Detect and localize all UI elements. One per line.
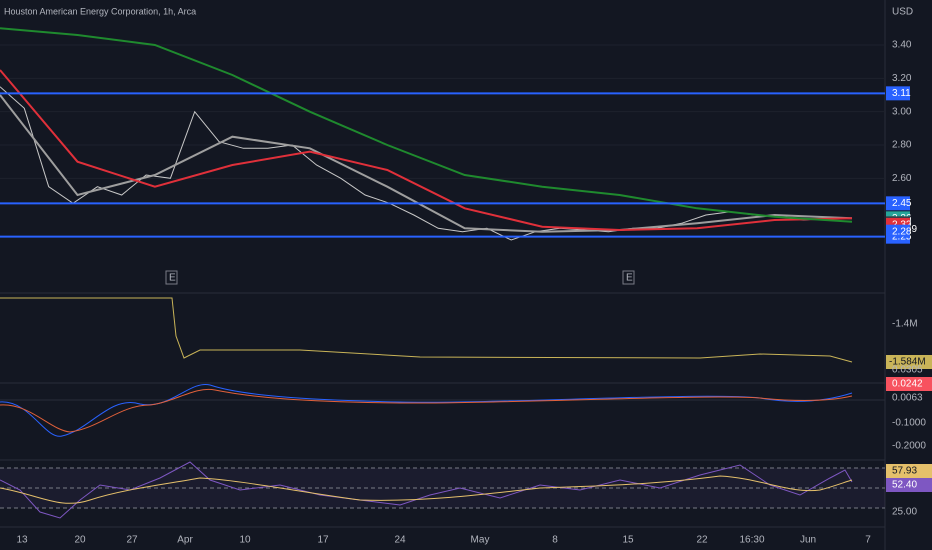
x-tick-label: 15	[622, 535, 634, 546]
obv-tick: -1.4M	[892, 319, 918, 330]
event-box	[165, 270, 178, 285]
y-tick-label: 3.40	[892, 40, 912, 51]
macd-badge-bg	[886, 377, 932, 391]
event-box	[622, 270, 635, 285]
price-badge-bg	[886, 224, 910, 237]
level-badge-bg	[886, 86, 910, 101]
price-badge: 2.28	[892, 226, 912, 237]
level-badge: 2.25	[892, 231, 912, 242]
x-tick-label: May	[471, 535, 490, 546]
series-line	[0, 69, 853, 232]
x-tick-label: 17	[317, 535, 329, 546]
x-tick-label: 10	[239, 535, 251, 546]
y-tick-label: 3.00	[892, 106, 912, 117]
x-tick-label: 7	[865, 535, 871, 546]
series-line	[0, 27, 853, 223]
x-tick-label: Apr	[177, 535, 193, 546]
obv-line	[0, 297, 853, 363]
currency: USD	[892, 7, 913, 18]
macd-tick: -0.2000	[892, 441, 926, 452]
y-tick-label: 3.20	[892, 73, 912, 84]
rsi-badge-bg	[886, 478, 932, 492]
rsi-line	[0, 461, 853, 519]
x-tick-label: 20	[74, 535, 86, 546]
x-tick-label: 13	[16, 535, 28, 546]
level-badge: 2.45	[892, 198, 912, 209]
rsi-tick: 25.00	[892, 507, 917, 518]
event: E	[626, 273, 633, 284]
rsi-badge: 52.40	[892, 480, 917, 491]
obv-badge: -1.584M	[889, 357, 926, 368]
macd-badge: 0.0242	[892, 379, 923, 390]
x-tick-label: Jun	[800, 535, 816, 546]
y-tick-label: 2.80	[892, 140, 912, 151]
y-tick-label: 2.60	[892, 173, 912, 184]
rsi-badge-bg	[886, 464, 932, 478]
x-tick-label: 16:30	[739, 535, 764, 546]
x-tick-label: 8	[552, 535, 558, 546]
series-line	[0, 94, 853, 233]
macd-badge: 0.0063	[892, 393, 923, 404]
chart-title: Houston American Energy Corporation, 1h,…	[4, 6, 196, 16]
x-tick-label: 24	[394, 535, 406, 546]
macd-tick: -0.1000	[892, 418, 926, 429]
x-tick-label: 27	[126, 535, 138, 546]
level-badge-bg	[886, 196, 910, 211]
obv-badge-bg	[886, 355, 932, 369]
event: E	[169, 273, 176, 284]
rsi-badge: 57.93	[892, 466, 917, 477]
level-badge: 3.11	[892, 88, 911, 99]
macd-badge: 0.0305	[892, 365, 923, 376]
rsi-ma	[0, 475, 853, 504]
x-tick-label: 22	[696, 535, 708, 546]
signal-line	[0, 388, 853, 433]
